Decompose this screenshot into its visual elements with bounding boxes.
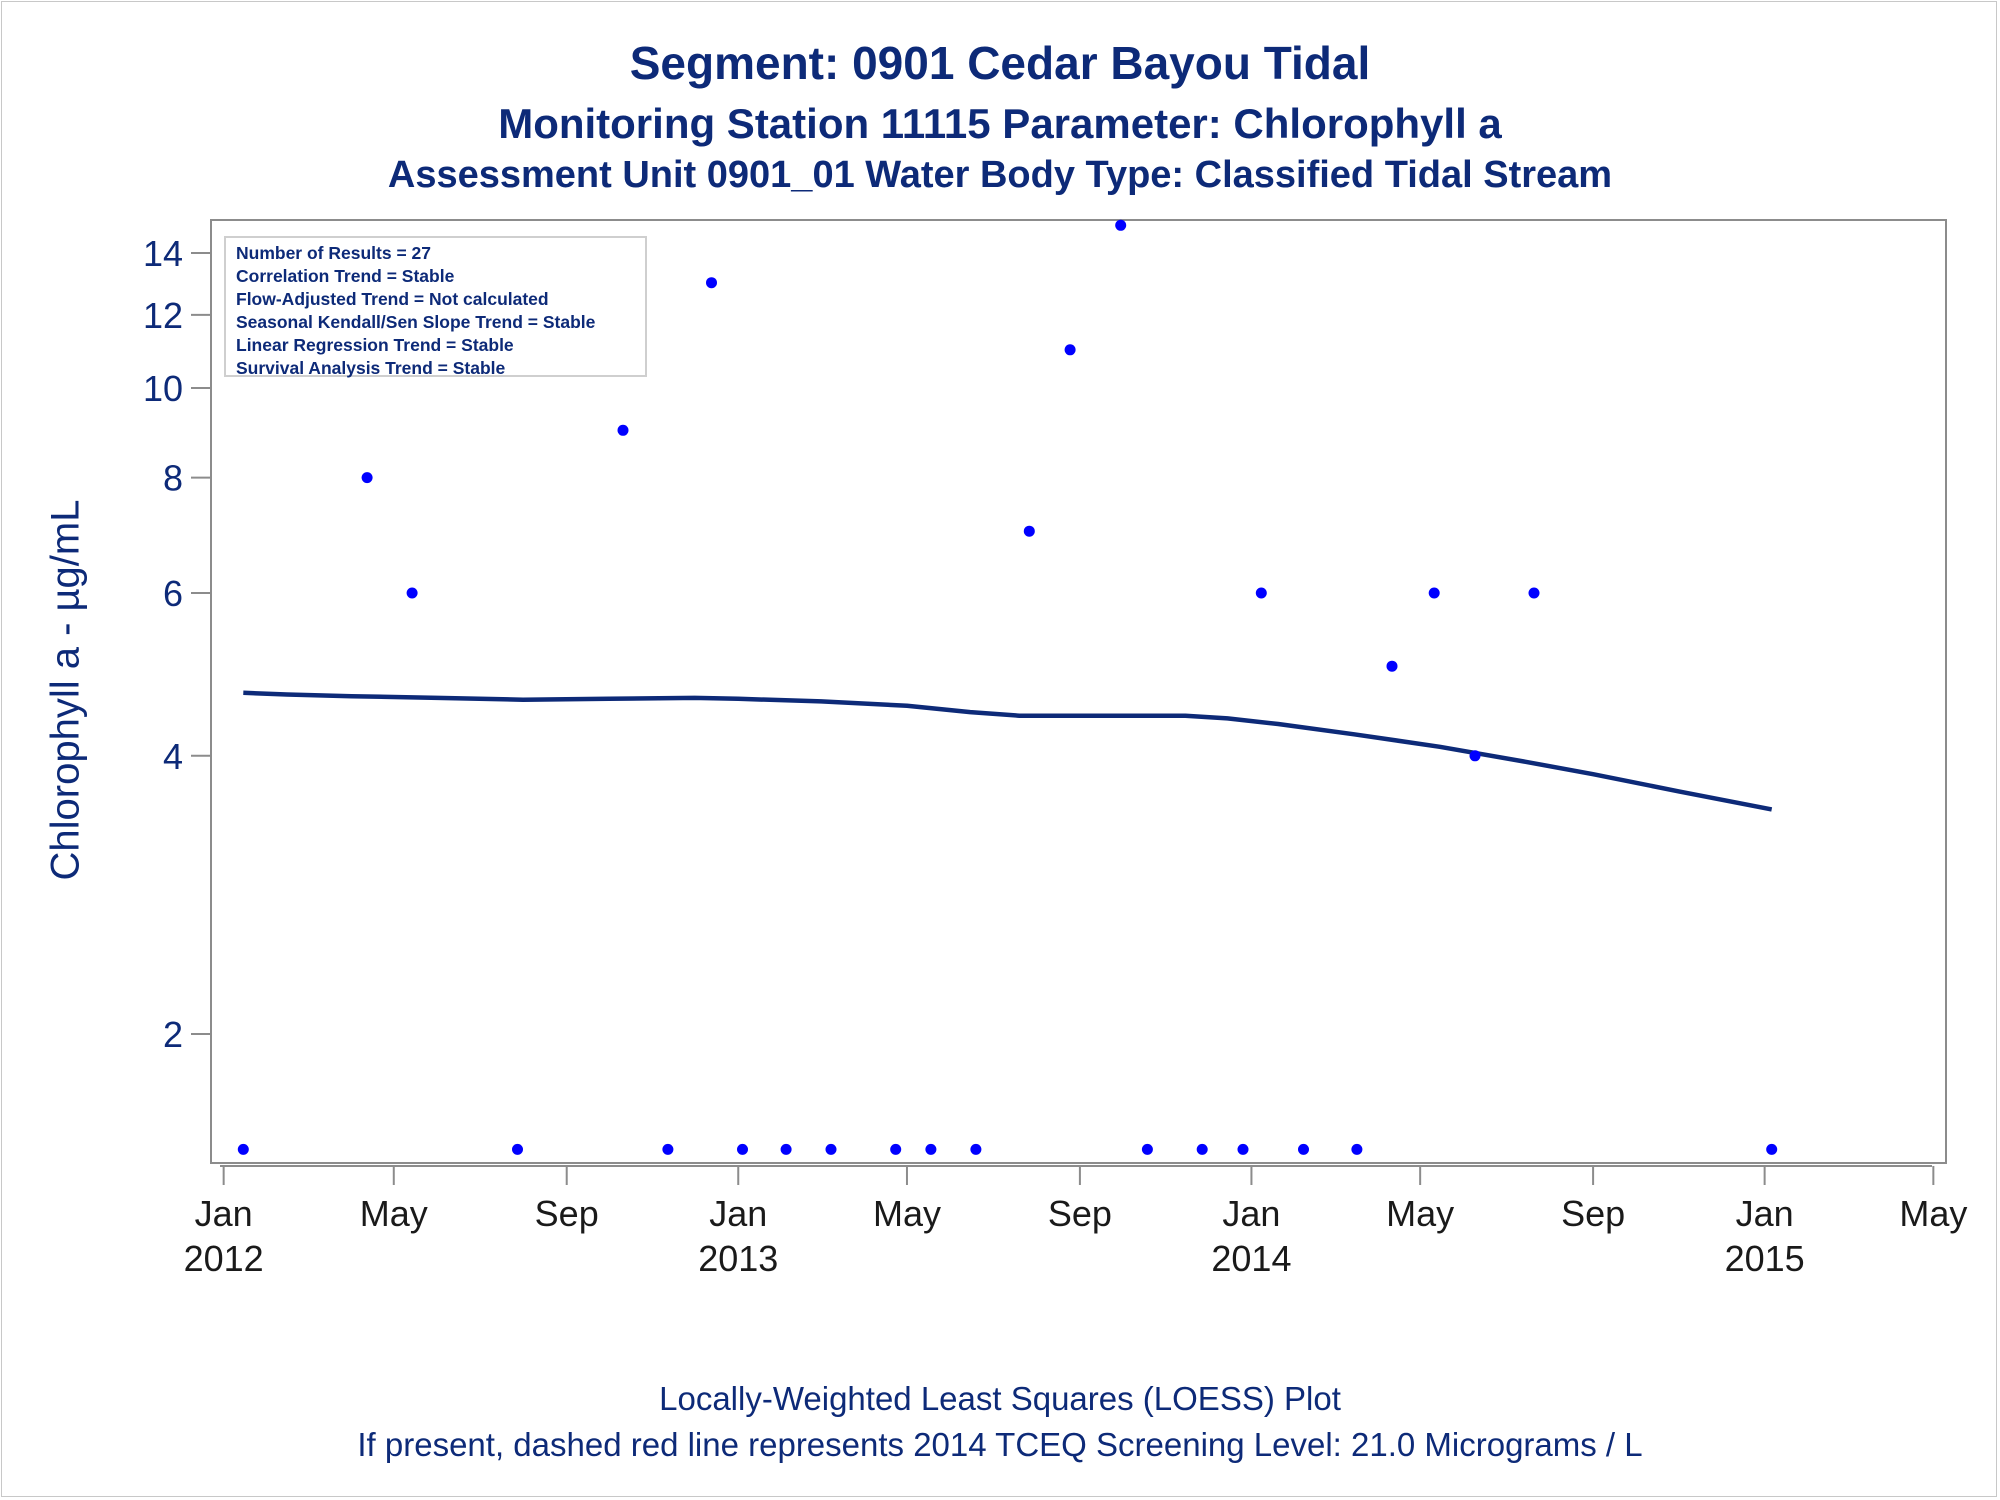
x-tick-label: Sep [1561, 1193, 1625, 1234]
data-point [1386, 660, 1398, 672]
x-tick-label: May [873, 1193, 941, 1234]
y-tick-label: 10 [143, 368, 183, 409]
stat-line: Linear Regression Trend = Stable [236, 335, 514, 355]
y-tick-label: 8 [163, 458, 183, 499]
data-point [1528, 587, 1540, 599]
data-point [662, 1143, 674, 1155]
chart-title: Segment: 0901 Cedar Bayou Tidal [629, 37, 1371, 89]
data-point [361, 472, 373, 484]
data-point [1766, 1143, 1778, 1155]
x-tick-label: May [1386, 1193, 1454, 1234]
x-tick-label: Jan [1222, 1193, 1280, 1234]
x-tick-label: 2012 [184, 1238, 264, 1279]
stat-line: Seasonal Kendall/Sen Slope Trend = Stabl… [236, 312, 596, 332]
data-point [780, 1143, 792, 1155]
x-tick-label: Sep [535, 1193, 599, 1234]
x-tick-label: 2014 [1211, 1238, 1291, 1279]
stat-line: Number of Results = 27 [236, 243, 431, 263]
x-tick-label: May [360, 1193, 428, 1234]
footnote-screening: If present, dashed red line represents 2… [357, 1426, 1643, 1463]
data-point [737, 1143, 748, 1155]
data-point [706, 277, 717, 289]
data-point [406, 587, 418, 599]
x-tick-label: 2013 [698, 1238, 778, 1279]
x-tick-label: Jan [195, 1193, 253, 1234]
y-tick-label: 2 [163, 1014, 183, 1055]
plot-area [210, 219, 1947, 1164]
y-tick-label: 6 [163, 573, 183, 614]
data-point [1255, 587, 1267, 599]
chart-subtitle: Monitoring Station 11115 Parameter: Chlo… [498, 100, 1502, 147]
data-point [825, 1143, 837, 1155]
data-point [617, 424, 629, 436]
x-tick-label: Jan [1736, 1193, 1794, 1234]
data-point [1351, 1143, 1363, 1155]
data-point [1428, 587, 1440, 599]
data-point [1469, 750, 1481, 762]
x-tick-label: 2015 [1725, 1238, 1805, 1279]
x-tick-label: Jan [709, 1193, 767, 1234]
data-point [925, 1143, 937, 1155]
data-point [1237, 1143, 1249, 1155]
x-tick-label: Sep [1048, 1193, 1112, 1234]
stats-box: Number of Results = 27 Correlation Trend… [224, 236, 647, 378]
data-point [1115, 219, 1127, 231]
y-tick-label: 12 [143, 295, 183, 336]
data-point [1064, 344, 1076, 356]
data-point [890, 1143, 902, 1155]
stat-line: Correlation Trend = Stable [236, 266, 455, 286]
data-point [512, 1143, 523, 1155]
data-point [1023, 525, 1035, 537]
chart-subtitle-2: Assessment Unit 0901_01 Water Body Type:… [387, 154, 1613, 196]
data-point [237, 1143, 249, 1155]
loess-line [243, 690, 1773, 812]
stat-line: Flow-Adjusted Trend = Not calculated [236, 289, 549, 309]
y-tick-label: 4 [163, 736, 183, 777]
data-point [1141, 1143, 1153, 1155]
footnote-method: Locally-Weighted Least Squares (LOESS) P… [659, 1380, 1341, 1417]
stat-line: Survival Analysis Trend = Stable [236, 358, 506, 378]
data-point [1298, 1143, 1309, 1155]
data-point [970, 1143, 982, 1155]
y-tick-label: 14 [143, 233, 183, 274]
data-point [1196, 1143, 1208, 1155]
x-tick-label: May [1899, 1193, 1967, 1234]
